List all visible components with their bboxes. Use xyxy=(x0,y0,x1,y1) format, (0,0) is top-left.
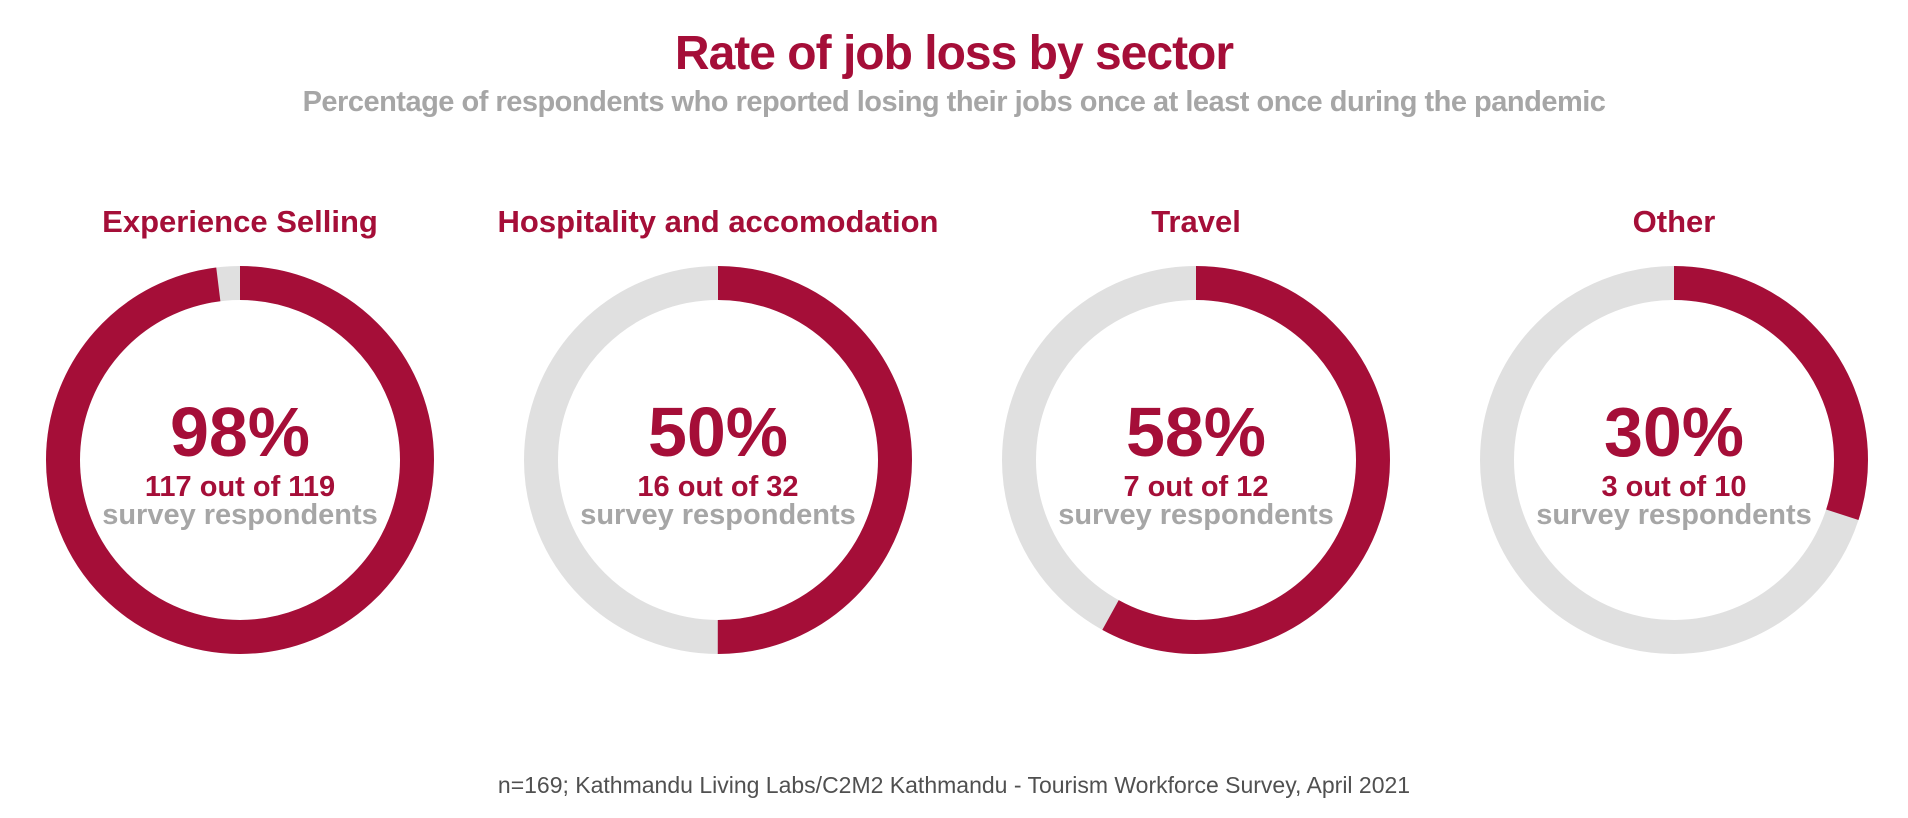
donut-count-label: 7 out of 12 xyxy=(1123,471,1268,503)
donut-count-label: 3 out of 10 xyxy=(1601,471,1746,503)
donut-category-label: Travel xyxy=(1151,204,1241,239)
donut-sub-label: survey respondents xyxy=(1536,499,1812,531)
donut-value-arc xyxy=(1480,266,1868,654)
donut-value-arc xyxy=(1002,266,1390,654)
donut-category-label: Hospitality and accomodation xyxy=(498,204,939,239)
donut-count-label: 117 out of 119 xyxy=(145,471,335,503)
donut-1: Experience Selling 98%117 out of 119surve… xyxy=(46,204,434,654)
donut-percent-label: 30% xyxy=(1604,393,1744,471)
chart-subtitle: Percentage of respondents who reported l… xyxy=(302,86,1606,118)
donut-sub-label: survey respondents xyxy=(580,499,856,531)
donut-sub-label: survey respondents xyxy=(102,499,378,531)
donut-percent-label: 98% xyxy=(170,393,310,471)
donut-percent-label: 58% xyxy=(1126,393,1266,471)
donut-value-arc xyxy=(46,266,434,654)
donut-count-label: 16 out of 32 xyxy=(637,471,798,503)
donut-2: Hospitality and accomodation 50%16 out of… xyxy=(498,204,939,654)
donut-category-label: Experience Selling xyxy=(102,204,378,239)
donut-value-arc xyxy=(524,266,912,654)
donut-category-label: Other xyxy=(1633,204,1716,239)
donut-percent-label: 50% xyxy=(648,393,788,471)
chart-title: Rate of job loss by sector xyxy=(674,27,1234,80)
source-note: n=169; Kathmandu Living Labs/C2M2 Kathma… xyxy=(497,772,1411,798)
donut-sub-label: survey respondents xyxy=(1058,499,1334,531)
